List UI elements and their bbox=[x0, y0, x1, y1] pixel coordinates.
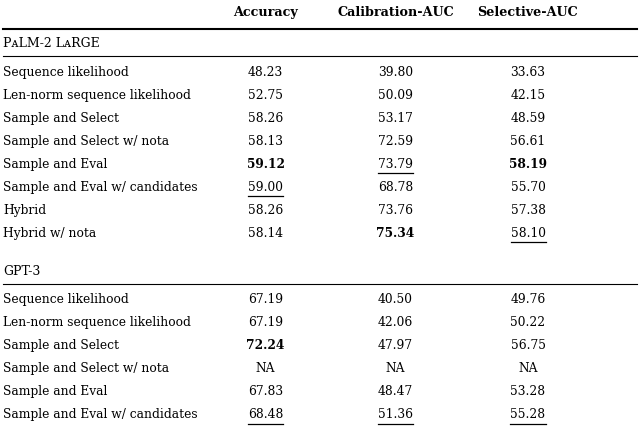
Text: Sample and Select: Sample and Select bbox=[3, 112, 119, 125]
Text: 55.28: 55.28 bbox=[511, 408, 545, 421]
Text: 53.28: 53.28 bbox=[511, 385, 545, 398]
Text: PᴀLM-2 LᴀRGE: PᴀLM-2 LᴀRGE bbox=[3, 37, 100, 50]
Text: Sample and Eval w/ candidates: Sample and Eval w/ candidates bbox=[3, 181, 198, 194]
Text: Sample and Select w/ nota: Sample and Select w/ nota bbox=[3, 362, 170, 375]
Text: 57.38: 57.38 bbox=[511, 204, 545, 217]
Text: 67.83: 67.83 bbox=[248, 385, 283, 398]
Text: 58.14: 58.14 bbox=[248, 227, 283, 240]
Text: 56.61: 56.61 bbox=[511, 135, 545, 148]
Text: NA: NA bbox=[386, 362, 405, 375]
Text: 50.09: 50.09 bbox=[378, 89, 413, 102]
Text: 48.23: 48.23 bbox=[248, 66, 284, 79]
Text: 49.76: 49.76 bbox=[510, 293, 546, 306]
Text: Accuracy: Accuracy bbox=[233, 6, 298, 20]
Text: Sample and Select: Sample and Select bbox=[3, 339, 119, 352]
Text: 40.50: 40.50 bbox=[378, 293, 413, 306]
Text: Sequence likelihood: Sequence likelihood bbox=[3, 293, 129, 306]
Text: 75.34: 75.34 bbox=[376, 227, 415, 240]
Text: 58.10: 58.10 bbox=[511, 227, 545, 240]
Text: 48.59: 48.59 bbox=[510, 112, 546, 125]
Text: Len-norm sequence likelihood: Len-norm sequence likelihood bbox=[3, 316, 191, 329]
Text: Sequence likelihood: Sequence likelihood bbox=[3, 66, 129, 79]
Text: Sample and Eval: Sample and Eval bbox=[3, 158, 108, 171]
Text: Len-norm sequence likelihood: Len-norm sequence likelihood bbox=[3, 89, 191, 102]
Text: 51.36: 51.36 bbox=[378, 408, 413, 421]
Text: 47.97: 47.97 bbox=[378, 339, 413, 352]
Text: 68.48: 68.48 bbox=[248, 408, 284, 421]
Text: NA: NA bbox=[256, 362, 275, 375]
Text: 42.15: 42.15 bbox=[511, 89, 545, 102]
Text: 67.19: 67.19 bbox=[248, 293, 283, 306]
Text: Calibration-AUC: Calibration-AUC bbox=[337, 6, 454, 20]
Text: Sample and Select w/ nota: Sample and Select w/ nota bbox=[3, 135, 170, 148]
Text: 52.75: 52.75 bbox=[248, 89, 283, 102]
Text: 68.78: 68.78 bbox=[378, 181, 413, 194]
Text: 33.63: 33.63 bbox=[511, 66, 545, 79]
Text: 53.17: 53.17 bbox=[378, 112, 413, 125]
Text: 39.80: 39.80 bbox=[378, 66, 413, 79]
Text: 58.26: 58.26 bbox=[248, 112, 284, 125]
Text: 59.12: 59.12 bbox=[246, 158, 285, 171]
Text: 73.79: 73.79 bbox=[378, 158, 413, 171]
Text: NA: NA bbox=[518, 362, 538, 375]
Text: 42.06: 42.06 bbox=[378, 316, 413, 329]
Text: 59.00: 59.00 bbox=[248, 181, 283, 194]
Text: 58.26: 58.26 bbox=[248, 204, 284, 217]
Text: Sample and Eval: Sample and Eval bbox=[3, 385, 108, 398]
Text: 72.24: 72.24 bbox=[246, 339, 285, 352]
Text: Selective-AUC: Selective-AUC bbox=[477, 6, 579, 20]
Text: 72.59: 72.59 bbox=[378, 135, 413, 148]
Text: 55.70: 55.70 bbox=[511, 181, 545, 194]
Text: Sample and Eval w/ candidates: Sample and Eval w/ candidates bbox=[3, 408, 198, 421]
Text: 48.47: 48.47 bbox=[378, 385, 413, 398]
Text: 56.75: 56.75 bbox=[511, 339, 545, 352]
Text: 67.19: 67.19 bbox=[248, 316, 283, 329]
Text: Hybrid w/ nota: Hybrid w/ nota bbox=[3, 227, 97, 240]
Text: 50.22: 50.22 bbox=[511, 316, 545, 329]
Text: 58.13: 58.13 bbox=[248, 135, 283, 148]
Text: 73.76: 73.76 bbox=[378, 204, 413, 217]
Text: Hybrid: Hybrid bbox=[3, 204, 46, 217]
Text: GPT-3: GPT-3 bbox=[3, 265, 40, 278]
Text: 58.19: 58.19 bbox=[509, 158, 547, 171]
